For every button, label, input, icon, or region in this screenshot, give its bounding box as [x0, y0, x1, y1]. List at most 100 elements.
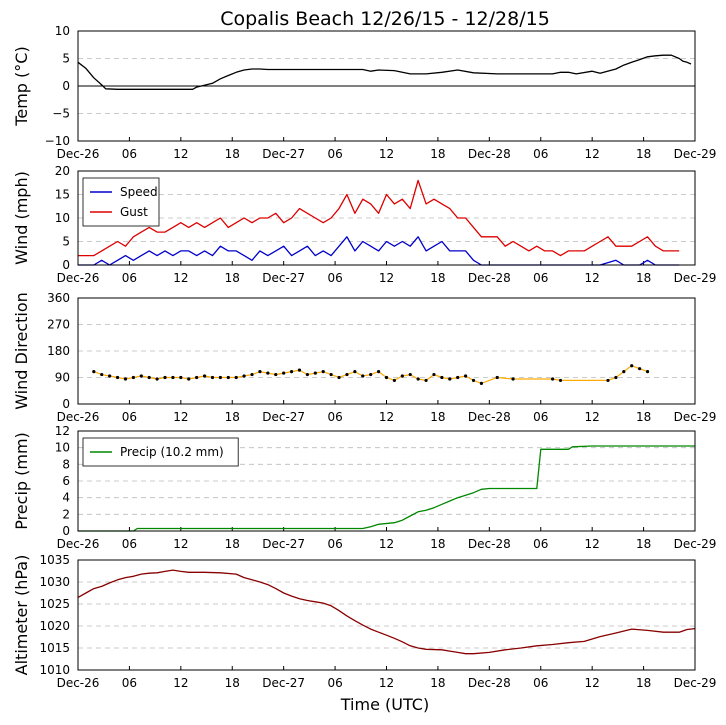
- y-tick-label: 1020: [39, 619, 70, 633]
- y-tick-label: 1015: [39, 641, 70, 655]
- legend: Precip (10.2 mm): [82, 437, 239, 467]
- data-point: [392, 378, 397, 383]
- panel-wind: 0 5 10 15 20 Dec-26 06 12 18 Dec-27 06 12 18 Dec-28 06…: [12, 164, 716, 285]
- x-tick-label: Dec-29: [674, 676, 717, 690]
- series-line-precip-10-2-mm-: [78, 445, 695, 532]
- y-tick-label: −5: [52, 107, 70, 121]
- data-point: [638, 367, 642, 371]
- x-tick-label: 06: [122, 537, 137, 551]
- x-tick-label: 12: [173, 147, 188, 161]
- y-tick-label: 12: [55, 424, 70, 438]
- data-point: [400, 374, 404, 378]
- y-tick-label: 1025: [39, 597, 70, 611]
- x-tick-label: 12: [585, 147, 600, 161]
- y-tick-label: 1030: [39, 575, 70, 589]
- x-tick-label: 12: [379, 410, 394, 424]
- data-point: [155, 377, 159, 381]
- x-tick-label: Dec-28: [468, 676, 511, 690]
- x-tick-label: Dec-27: [262, 271, 305, 285]
- data-point: [147, 375, 151, 380]
- x-tick-label: 12: [379, 271, 394, 285]
- y-tick-label: 270: [47, 318, 70, 332]
- data-point: [321, 370, 325, 374]
- y-tick-label: 1035: [39, 553, 70, 567]
- legend: Speed Gust: [82, 177, 160, 227]
- y-tick-label: 0: [62, 258, 70, 272]
- data-point: [479, 381, 484, 385]
- data-point: [289, 370, 294, 374]
- x-tick-label: Dec-29: [674, 147, 717, 161]
- x-tick-label: 18: [430, 537, 445, 551]
- x-tick-label: 06: [533, 147, 548, 161]
- data-point: [337, 375, 341, 380]
- x-tick-label: 12: [585, 410, 600, 424]
- y-tick-label: 2: [62, 507, 70, 521]
- data-point: [100, 372, 104, 377]
- x-tick-label: Dec-26: [57, 147, 100, 161]
- x-tick-label: Dec-26: [57, 676, 100, 690]
- data-point: [456, 375, 460, 380]
- series-line-altimeter: [77, 569, 696, 655]
- data-point: [511, 377, 515, 381]
- x-tick-label: Dec-28: [468, 271, 511, 285]
- data-point: [115, 375, 120, 380]
- x-tick-label: Dec-29: [674, 537, 717, 551]
- data-point: [258, 370, 262, 374]
- x-tick-label: Dec-28: [468, 410, 511, 424]
- data-point: [495, 375, 499, 380]
- y-tick-label: 360: [47, 291, 70, 305]
- x-tick-label: Dec-27: [262, 410, 305, 424]
- x-tick-label: 12: [173, 271, 188, 285]
- x-tick-label: 06: [327, 537, 342, 551]
- x-tick-label: 06: [122, 676, 137, 690]
- x-tick-label: 18: [225, 537, 240, 551]
- panel-altimeter: 1010 1015 1020 1025 1030 1035 Dec-26 06 12 18 Dec-…: [12, 553, 716, 690]
- x-tick-label: 06: [327, 410, 342, 424]
- data-point: [108, 374, 112, 378]
- legend-label: Speed: [120, 185, 158, 199]
- x-tick-label: 18: [636, 676, 651, 690]
- data-point: [416, 377, 420, 381]
- x-tick-label: Dec-27: [262, 537, 305, 551]
- axes-frame: [77, 297, 696, 405]
- y-tick-label: 0: [62, 79, 70, 93]
- data-point: [606, 378, 610, 383]
- data-point: [551, 377, 555, 381]
- data-point: [313, 371, 317, 375]
- data-point: [226, 375, 230, 380]
- x-tick-label: 18: [636, 271, 651, 285]
- data-point: [558, 378, 563, 383]
- y-tick-label: 1010: [39, 663, 70, 677]
- data-point: [353, 370, 357, 374]
- data-point: [448, 377, 452, 381]
- y-axis-label: Altimeter (hPa): [12, 555, 31, 676]
- x-tick-label: Dec-27: [262, 676, 305, 690]
- y-tick-label: 6: [62, 474, 70, 488]
- data-point: [424, 378, 428, 383]
- data-point: [614, 375, 618, 380]
- x-tick-label: 18: [225, 271, 240, 285]
- x-tick-label: 06: [533, 676, 548, 690]
- y-tick-label: −10: [45, 134, 70, 148]
- panel-temp: −10 −5 0 5 10 Dec-26 06 12 18 Dec-27 06 12 18 Dec-28 0…: [12, 24, 716, 161]
- axes-frame: [77, 170, 696, 266]
- data-point: [163, 375, 167, 380]
- y-tick-label: 4: [62, 491, 70, 505]
- y-tick-label: 5: [62, 235, 70, 249]
- x-tick-label: 06: [327, 676, 342, 690]
- x-tick-label: 12: [585, 676, 600, 690]
- data-point: [123, 377, 128, 381]
- data-point: [131, 375, 135, 380]
- x-tick-label: Dec-27: [262, 147, 305, 161]
- x-tick-label: 12: [585, 537, 600, 551]
- x-tick-label: 18: [430, 676, 445, 690]
- data-point: [471, 378, 476, 383]
- data-point: [440, 375, 444, 380]
- data-point: [408, 372, 412, 377]
- data-point: [179, 375, 183, 380]
- data-point: [139, 374, 143, 378]
- x-tick-label: 06: [533, 537, 548, 551]
